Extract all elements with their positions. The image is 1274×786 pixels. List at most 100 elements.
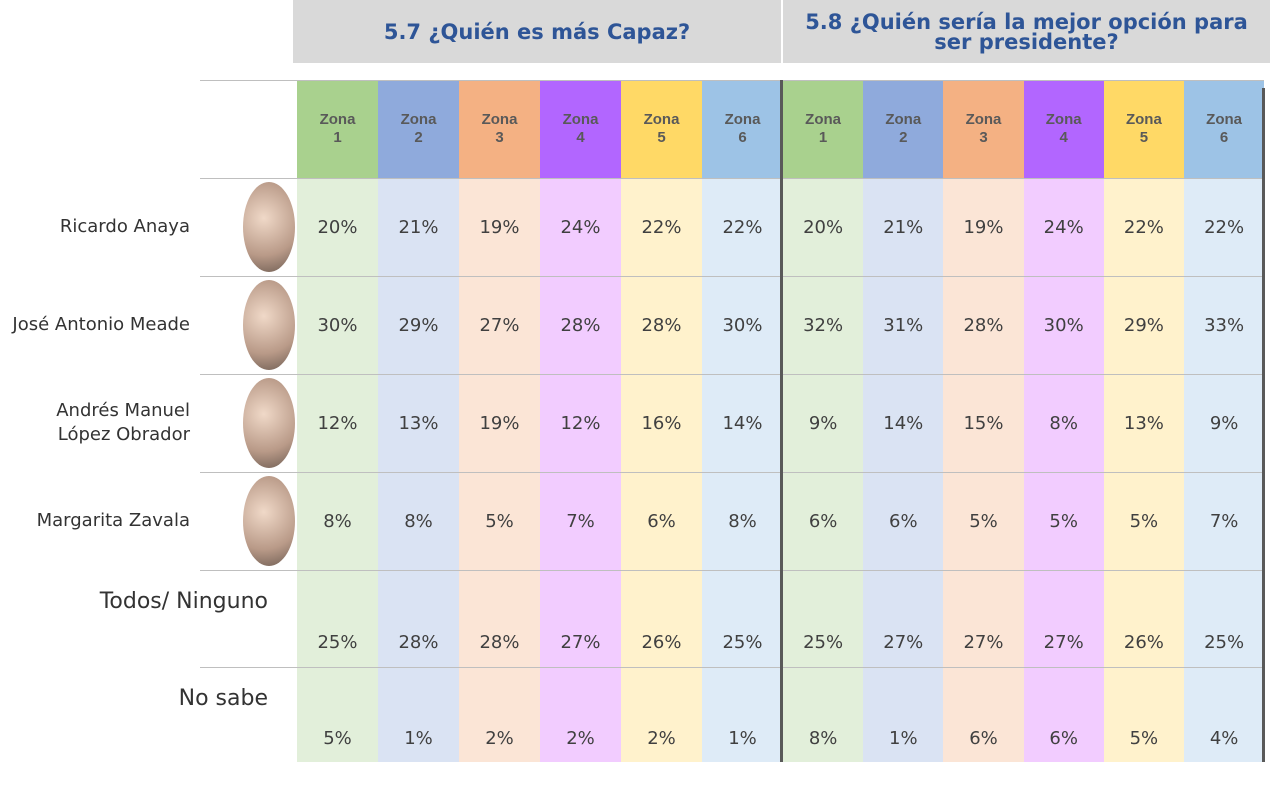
row-line: [200, 374, 1264, 375]
cell-value: 12%: [317, 412, 358, 434]
zone-header: Zona 6: [702, 80, 783, 178]
cell-value: 25%: [722, 632, 763, 653]
cell-value: 31%: [883, 314, 924, 336]
cell-value: 27%: [883, 632, 924, 653]
cell-value: 14%: [883, 412, 924, 434]
column-fill: [1184, 178, 1265, 762]
group-divider: [780, 80, 783, 762]
cell-value: 6%: [889, 510, 918, 532]
cell-value: 25%: [803, 632, 844, 653]
row-line: [200, 570, 1264, 571]
zone-header: Zona 3: [943, 80, 1024, 178]
cell-value: 15%: [963, 412, 1004, 434]
row-line: [200, 276, 1264, 277]
cell-value: 12%: [560, 412, 601, 434]
column-fill: [297, 178, 378, 762]
cell-value: 6%: [647, 510, 676, 532]
photo: [243, 378, 295, 468]
zone-header: Zona 1: [783, 80, 864, 178]
cell-value: 27%: [963, 632, 1004, 653]
cell-value: 32%: [803, 314, 844, 336]
candidate-name: Ricardo Anaya: [59, 216, 190, 237]
cell-value: 8%: [404, 510, 433, 532]
cell-value: 1%: [404, 728, 433, 749]
row-line: [200, 667, 1264, 668]
cell-value: 19%: [479, 412, 520, 434]
cell-value: 30%: [722, 314, 763, 336]
cell-value: 5%: [323, 728, 352, 749]
cell-value: 8%: [728, 510, 757, 532]
cell-value: 19%: [479, 216, 520, 238]
column-fill: [863, 178, 944, 762]
cell-value: 5%: [1129, 728, 1159, 749]
cell-value: 6%: [1049, 728, 1078, 749]
cell-value: 27%: [1043, 632, 1084, 653]
cell-value: 25%: [317, 632, 358, 653]
cell-value: 5%: [485, 510, 514, 532]
cell-value: 1%: [728, 728, 757, 749]
photo: [243, 476, 295, 566]
cell-value: 19%: [963, 216, 1004, 238]
photo: [243, 280, 295, 370]
column-fill: [621, 178, 702, 762]
zone-header: Zona 4: [1023, 80, 1104, 178]
cell-value: 30%: [1043, 314, 1084, 336]
cell-value: 2%: [647, 728, 676, 749]
cell-value: 8%: [1049, 412, 1078, 434]
column-fill: [378, 178, 459, 762]
zone-header: Zona 5: [1103, 80, 1184, 178]
cell-value: 24%: [1043, 216, 1084, 238]
cell-value: 24%: [560, 216, 601, 238]
cell-value: 22%: [1204, 216, 1245, 238]
cell-value: 5%: [969, 510, 998, 532]
group-title: 5.7 ¿Quién es más Capaz?: [293, 0, 781, 63]
cell-value: 29%: [1123, 314, 1164, 336]
cell-value: 33%: [1204, 314, 1245, 336]
cell-value: 28%: [560, 314, 601, 336]
cell-value: 6%: [808, 510, 838, 532]
cell-value: 7%: [566, 510, 595, 532]
zone-header: Zona 1: [297, 80, 378, 178]
cell-value: 28%: [641, 314, 682, 336]
cell-value: 28%: [963, 314, 1004, 336]
cell-value: 9%: [1209, 412, 1239, 434]
cell-value: 9%: [808, 412, 838, 434]
column-fill: [783, 178, 864, 762]
cell-value: 21%: [398, 216, 439, 238]
cell-value: 16%: [641, 412, 682, 434]
cell-value: 13%: [398, 412, 439, 434]
column-fill: [943, 178, 1024, 762]
candidate-name: No sabe: [178, 686, 268, 711]
row-line: [200, 178, 1264, 179]
candidate-name: Andrés Manuel López Obrador: [56, 400, 190, 445]
cell-value: 22%: [1123, 216, 1164, 238]
photo: [243, 182, 295, 272]
zone-header: Zona 2: [378, 80, 459, 178]
right-border: [1262, 88, 1265, 762]
candidate-name: Margarita Zavala: [36, 510, 190, 531]
cell-value: 25%: [1204, 632, 1245, 653]
column-fill: [540, 178, 621, 762]
cell-value: 27%: [560, 632, 601, 653]
group-title: 5.8 ¿Quién sería la mejor opción para se…: [783, 0, 1270, 63]
cell-value: 26%: [1123, 632, 1164, 653]
zone-header: Zona 4: [540, 80, 621, 178]
cell-value: 20%: [317, 216, 358, 238]
cell-value: 2%: [485, 728, 514, 749]
cell-value: 20%: [803, 216, 844, 238]
cell-value: 30%: [317, 314, 358, 336]
cell-value: 13%: [1123, 412, 1164, 434]
zone-header: Zona 2: [863, 80, 944, 178]
cell-value: 22%: [641, 216, 682, 238]
zone-header: Zona 3: [459, 80, 540, 178]
cell-value: 8%: [808, 728, 838, 749]
cell-value: 27%: [479, 314, 520, 336]
cell-value: 26%: [641, 632, 682, 653]
cell-value: 14%: [722, 412, 763, 434]
cell-value: 22%: [722, 216, 763, 238]
cell-value: 7%: [1209, 510, 1239, 532]
cell-value: 5%: [1049, 510, 1078, 532]
cell-value: 28%: [479, 632, 520, 653]
cell-value: 28%: [398, 632, 439, 653]
candidate-name: José Antonio Meade: [12, 314, 190, 335]
